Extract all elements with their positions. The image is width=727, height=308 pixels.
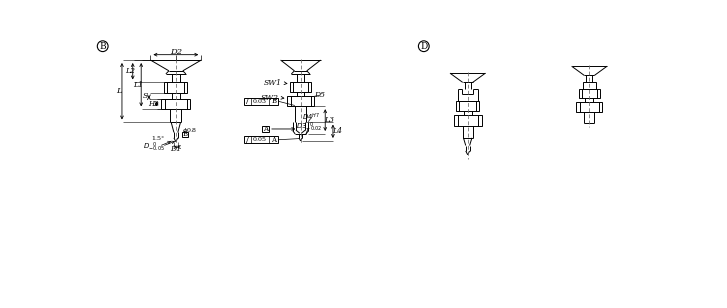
- Text: 1.5°: 1.5°: [150, 136, 164, 141]
- Bar: [164, 82, 188, 93]
- Bar: [286, 96, 315, 106]
- Text: L1: L1: [133, 81, 143, 89]
- Text: B: B: [100, 42, 106, 51]
- Text: B: B: [182, 130, 188, 138]
- Bar: [579, 88, 600, 98]
- Bar: [454, 116, 481, 126]
- Text: SW2: SW2: [261, 94, 278, 102]
- Bar: [244, 136, 278, 143]
- Circle shape: [97, 41, 108, 51]
- Text: L3: L3: [324, 116, 334, 124]
- Text: A: A: [263, 125, 268, 133]
- Text: /: /: [246, 136, 249, 144]
- Text: D1: D1: [170, 145, 181, 153]
- Text: 0.03: 0.03: [253, 99, 267, 104]
- Bar: [244, 98, 278, 105]
- Bar: [161, 99, 190, 109]
- Text: H2: H2: [148, 100, 158, 108]
- Text: L2: L2: [124, 67, 134, 75]
- Text: $D3_{-0.02}^{\ \ 0}$: $D3_{-0.02}^{\ \ 0}$: [296, 120, 322, 134]
- Circle shape: [419, 41, 429, 51]
- Text: $\phi$0.8: $\phi$0.8: [182, 126, 198, 135]
- Text: $D4^{H7}$: $D4^{H7}$: [302, 112, 321, 124]
- Text: L: L: [116, 87, 121, 95]
- Text: D2: D2: [170, 48, 182, 55]
- Bar: [290, 82, 311, 91]
- Text: D5: D5: [314, 91, 326, 99]
- Bar: [262, 125, 269, 132]
- Bar: [456, 101, 479, 111]
- Text: 0.05: 0.05: [253, 137, 267, 142]
- Bar: [583, 82, 595, 88]
- Bar: [182, 132, 188, 137]
- Text: A: A: [271, 136, 276, 144]
- Text: L4: L4: [332, 127, 342, 135]
- Text: /: /: [246, 97, 249, 105]
- Text: $D_{-0.05}^{\ \ 0}$: $D_{-0.05}^{\ \ 0}$: [143, 141, 165, 155]
- Text: D: D: [420, 42, 427, 51]
- Bar: [577, 102, 603, 111]
- Text: B: B: [271, 97, 276, 105]
- Text: S: S: [143, 92, 148, 100]
- Text: SW1: SW1: [264, 79, 282, 87]
